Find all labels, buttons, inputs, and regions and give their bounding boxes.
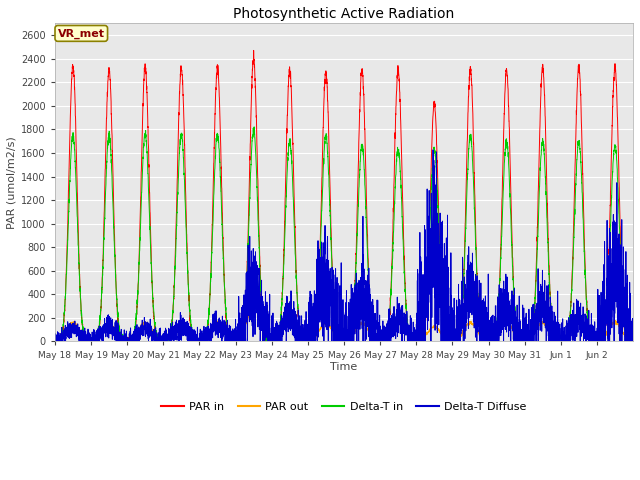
Delta-T in — [250, 124, 258, 130]
PAR out — [531, 329, 539, 335]
PAR out — [546, 329, 554, 335]
Delta-T in — [51, 338, 59, 344]
Delta-T in — [397, 176, 404, 182]
PAR in — [531, 293, 539, 299]
Delta-T Diffuse — [503, 299, 511, 305]
Line: PAR in: PAR in — [55, 50, 633, 341]
PAR in — [51, 338, 59, 344]
PAR in — [397, 118, 404, 124]
PAR in — [629, 338, 637, 344]
Delta-T in — [629, 338, 637, 344]
PAR in — [250, 48, 257, 53]
PAR in — [547, 289, 554, 295]
PAR out — [397, 322, 404, 328]
PAR out — [629, 337, 637, 343]
Legend: PAR in, PAR out, Delta-T in, Delta-T Diffuse: PAR in, PAR out, Delta-T in, Delta-T Dif… — [157, 398, 531, 417]
Delta-T Diffuse — [629, 327, 637, 333]
Delta-T Diffuse — [52, 338, 60, 344]
PAR out — [365, 329, 373, 335]
Delta-T in — [503, 140, 511, 145]
PAR out — [249, 299, 257, 305]
Delta-T in — [365, 297, 373, 303]
X-axis label: Time: Time — [330, 362, 358, 372]
PAR in — [51, 335, 59, 341]
Delta-T Diffuse — [171, 326, 179, 332]
Text: VR_met: VR_met — [58, 28, 105, 38]
Line: Delta-T in: Delta-T in — [55, 127, 633, 341]
Delta-T in — [546, 291, 554, 297]
Title: Photosynthetic Active Radiation: Photosynthetic Active Radiation — [234, 7, 454, 21]
Line: PAR out: PAR out — [55, 302, 633, 341]
Y-axis label: PAR (umol/m2/s): PAR (umol/m2/s) — [7, 136, 17, 229]
Delta-T Diffuse — [51, 334, 59, 340]
PAR out — [51, 338, 59, 344]
Delta-T Diffuse — [531, 313, 539, 319]
Delta-T Diffuse — [397, 317, 404, 323]
Delta-T in — [171, 272, 179, 277]
PAR in — [503, 68, 511, 74]
Line: Delta-T Diffuse: Delta-T Diffuse — [55, 150, 633, 341]
Delta-T Diffuse — [365, 324, 373, 330]
Delta-T Diffuse — [547, 300, 554, 306]
PAR out — [503, 319, 511, 325]
Delta-T Diffuse — [429, 147, 437, 153]
PAR in — [366, 298, 374, 304]
PAR out — [171, 328, 179, 334]
Delta-T in — [531, 294, 539, 300]
PAR in — [171, 263, 179, 269]
